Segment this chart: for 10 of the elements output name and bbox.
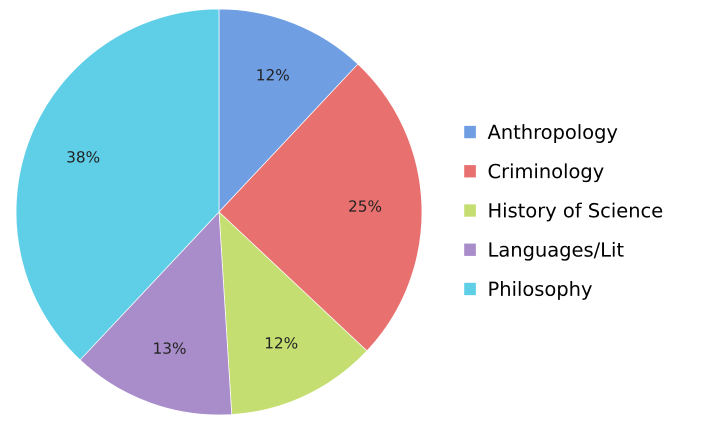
data-label: 12% (266, 337, 298, 349)
legend-label: Philosophy (489, 281, 592, 300)
legend-label: History of Science (489, 202, 662, 222)
legend-label: Anthropology (488, 124, 618, 143)
data-label: 25% (349, 200, 382, 212)
data-label: 12% (257, 69, 289, 81)
data-label: 38% (67, 151, 100, 163)
data-label: 13% (154, 342, 186, 354)
legend-label: Criminology (488, 163, 604, 182)
legend-label: Languages/Lit (489, 242, 624, 261)
